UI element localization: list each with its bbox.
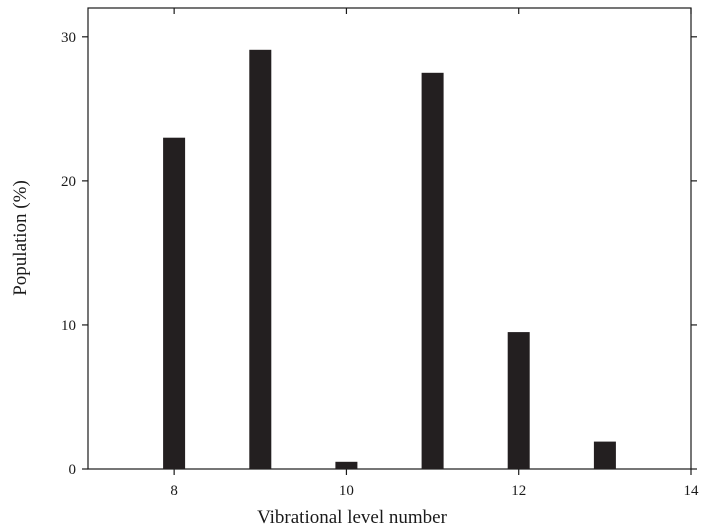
- bar-level-10: [335, 461, 358, 469]
- bar-level-9: [249, 49, 272, 470]
- bar-level-13: [593, 441, 616, 469]
- y-tick-label: 30: [61, 30, 76, 46]
- y-tick-label: 20: [61, 174, 76, 190]
- bar-level-12: [507, 332, 530, 469]
- bar-level-8: [163, 137, 186, 469]
- x-axis-title: Vibrational level number: [257, 507, 448, 528]
- bar-group: [163, 49, 616, 470]
- x-tick-label: 14: [684, 483, 700, 499]
- plot-frame: [87, 7, 692, 470]
- x-tick-label: 10: [339, 483, 354, 499]
- x-tick-label: 12: [511, 483, 526, 499]
- x-axis-ticks: 8 10 12 14: [170, 8, 699, 499]
- y-axis-title: Population (%): [10, 180, 31, 296]
- bar-level-11: [421, 72, 444, 470]
- y-axis-ticks: 0 10 20 30: [61, 30, 697, 478]
- y-tick-label: 0: [69, 462, 77, 478]
- x-tick-label: 8: [170, 483, 178, 499]
- y-tick-label: 10: [61, 318, 76, 334]
